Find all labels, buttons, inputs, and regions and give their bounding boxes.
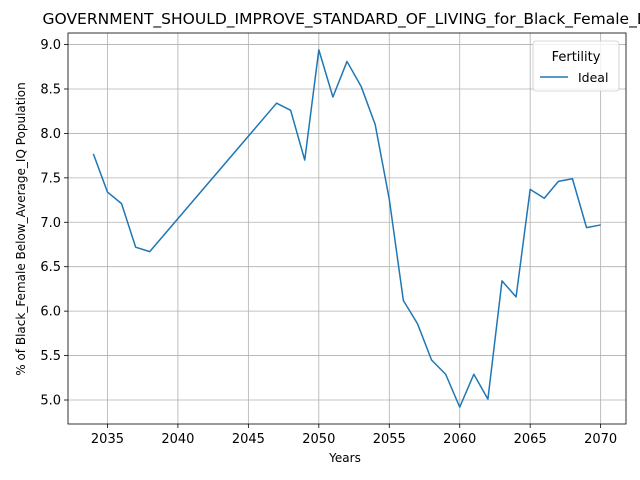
- y-tick-label-7.5: 7.5: [40, 171, 61, 186]
- legend-box: [532, 40, 620, 92]
- x-tick-label-2070: 2070: [584, 432, 617, 447]
- y-tick-label-6.5: 6.5: [40, 260, 61, 275]
- x-tick-label-2035: 2035: [91, 432, 124, 447]
- x-axis-ticks: 2035 2040 2045 2050 2055 2060 2065 2070: [91, 424, 617, 447]
- x-tick-label-2065: 2065: [514, 432, 547, 447]
- legend: Fertility Ideal: [532, 40, 620, 92]
- y-tick-label-7.0: 7.0: [40, 216, 61, 231]
- plot-frame: [67, 32, 627, 425]
- x-axis-label: Years: [328, 451, 361, 465]
- y-axis-ticks: 5.0 5.5 6.0 6.5 7.0 7.5 8.0 8.5 9.0: [40, 38, 68, 409]
- y-tick-label-8.5: 8.5: [40, 82, 61, 97]
- x-tick-label-2055: 2055: [373, 432, 406, 447]
- series-line-ideal: [92, 49, 601, 408]
- x-tick-label-2060: 2060: [443, 432, 476, 447]
- y-tick-label-6.0: 6.0: [40, 305, 61, 320]
- y-tick-label-5.0: 5.0: [40, 394, 61, 409]
- y-axis-label: % of Black_Female Below_Average_IQ Popul…: [14, 82, 28, 376]
- y-tick-label-5.5: 5.5: [40, 349, 61, 364]
- legend-title: Fertility: [552, 50, 601, 65]
- grid-lines: [68, 33, 626, 424]
- x-tick-label-2040: 2040: [161, 432, 194, 447]
- y-tick-label-8.0: 8.0: [40, 127, 61, 142]
- y-tick-label-9.0: 9.0: [40, 38, 61, 53]
- x-tick-label-2045: 2045: [232, 432, 265, 447]
- series-layer: [92, 49, 601, 408]
- chart-title: GOVERNMENT_SHOULD_IMPROVE_STANDARD_OF_LI…: [43, 10, 640, 29]
- legend-label-ideal: Ideal: [578, 70, 608, 85]
- x-tick-label-2050: 2050: [302, 432, 335, 447]
